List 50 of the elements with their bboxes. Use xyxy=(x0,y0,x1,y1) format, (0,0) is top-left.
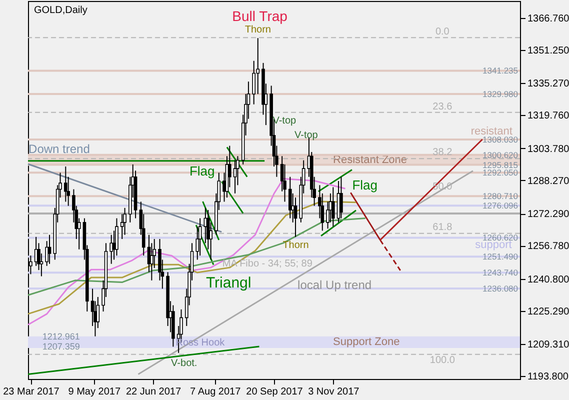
y-tick-label: 1319.760 xyxy=(528,110,569,122)
y-tick-label: 1256.780 xyxy=(528,241,569,252)
ref-line-label: 1308.030 xyxy=(482,134,518,145)
y-tick-label: 1193.800 xyxy=(528,372,569,383)
annotation: Down trend xyxy=(28,142,90,156)
y-tick-label: 1240.800 xyxy=(528,274,569,286)
x-tick-label: 3 Nov 2017 xyxy=(308,386,360,398)
ref-line-label: 1329.980 xyxy=(482,89,518,100)
annotation: 1212.961 xyxy=(42,332,80,342)
annotation: resistant xyxy=(470,125,512,138)
ref-line-label: 1243.740 xyxy=(482,268,518,278)
chart-title: GOLD,Daily xyxy=(34,5,88,16)
ref-line-label: 1300.620 xyxy=(482,150,518,160)
annotation: V-bot. xyxy=(171,358,198,370)
ref-line-label: 1251.490 xyxy=(482,252,518,262)
y-tick-label: 1366.760 xyxy=(528,13,569,24)
annotation: Triangl xyxy=(206,274,252,292)
annotation: local Up trend xyxy=(298,278,372,292)
y-tick-label: 1303.780 xyxy=(528,144,569,155)
x-tick-label: 9 May 2017 xyxy=(68,386,121,398)
y-tick-label: 1209.310 xyxy=(528,339,569,350)
ref-line-label: 1236.080 xyxy=(482,284,518,294)
y-tick-label: 1288.270 xyxy=(528,176,569,187)
band-label: Resistant Zone xyxy=(333,154,408,166)
annotation: 0.0 xyxy=(435,26,450,38)
annotation: Bull Trap xyxy=(232,8,288,24)
annotation: 23.6 xyxy=(432,102,453,113)
band-label: Support Zone xyxy=(333,336,400,348)
annotation: V-top xyxy=(294,130,318,142)
annotation: Thorn xyxy=(244,24,271,36)
annotation: 38.2 xyxy=(432,147,453,158)
x-tick-label: 23 Mar 2017 xyxy=(3,386,60,398)
annotation: 1207.359 xyxy=(42,341,80,352)
ref-line-label: 1341.235 xyxy=(482,66,518,76)
annotation: Thorn xyxy=(282,240,309,251)
x-tick-label: 22 Jun 2017 xyxy=(126,386,182,398)
y-tick-label: 1351.250 xyxy=(528,45,569,56)
y-tick-label: 1272.290 xyxy=(528,209,569,220)
ref-line-label: 1280.710 xyxy=(482,191,518,202)
annotation: Flag xyxy=(352,178,378,193)
annotation: Flag xyxy=(189,164,215,179)
x-tick-label: 20 Sep 2017 xyxy=(246,386,304,398)
y-tick-label: 1335.270 xyxy=(528,78,569,90)
annotation: 61.8 xyxy=(432,222,453,234)
y-tick-label: 1225.290 xyxy=(528,306,569,318)
ref-line-label: 1292.050 xyxy=(482,168,518,178)
ref-line-label: 1276.096 xyxy=(482,200,518,211)
x-tick-label: 7 Aug 2017 xyxy=(190,386,242,398)
annotation: 100.0 xyxy=(430,355,456,366)
ref-line-label: 1295.815 xyxy=(482,160,518,170)
